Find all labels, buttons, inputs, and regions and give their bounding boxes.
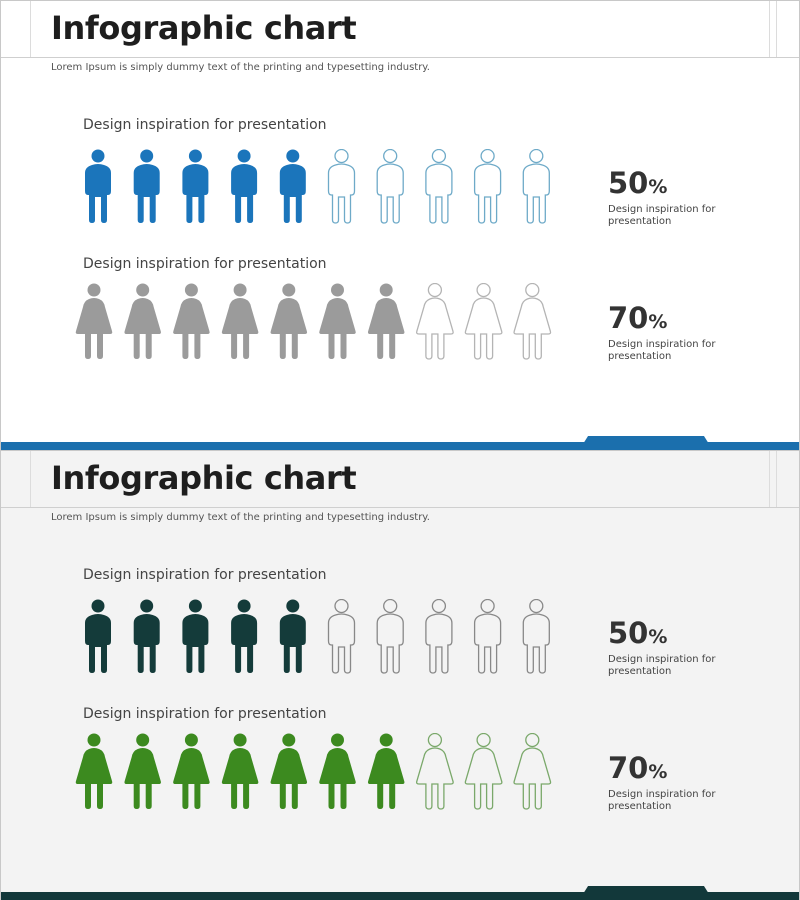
male-person-icon — [522, 599, 550, 674]
male-person-icon — [473, 599, 502, 674]
female-person-icon — [319, 283, 356, 359]
male-person-icon — [279, 149, 306, 223]
male-person-icon — [133, 599, 160, 673]
header-divider — [776, 451, 777, 507]
female-person-icon — [124, 283, 161, 359]
percent-value: 70% — [608, 754, 667, 783]
male-person-icon — [182, 599, 209, 673]
row-label: Design inspiration for presentation — [83, 706, 327, 722]
female-person-icon — [319, 733, 356, 809]
person-icon-row — [85, 149, 550, 224]
row-label: Design inspiration for presentation — [83, 256, 327, 272]
slide-subtitle: Lorem Ipsum is simply dummy text of the … — [51, 62, 430, 73]
male-person-icon — [231, 599, 258, 673]
male-person-icon — [425, 599, 453, 674]
percent-caption: Design inspiration for presentation — [608, 789, 716, 812]
slide-2: Infographic chart Lorem Ipsum is simply … — [0, 450, 800, 900]
percent-value: 50% — [608, 619, 667, 648]
female-person-icon — [173, 283, 210, 359]
footer-tab — [583, 436, 709, 444]
female-person-icon — [124, 733, 161, 809]
male-person-icon — [85, 149, 111, 223]
person-icon-row — [85, 599, 550, 674]
footer-tab — [583, 886, 709, 894]
slide-title: Infographic chart — [51, 9, 357, 47]
female-person-icon — [270, 283, 308, 359]
female-person-icon — [75, 733, 113, 809]
header-rule — [1, 57, 799, 58]
male-person-icon — [231, 149, 258, 223]
female-person-icon — [513, 283, 552, 360]
person-icon-row — [75, 733, 552, 810]
female-person-icon — [173, 733, 210, 809]
male-person-icon — [327, 149, 356, 224]
slide-title: Infographic chart — [51, 459, 357, 497]
percent-caption: Design inspiration for presentation — [608, 339, 716, 362]
female-person-icon — [221, 283, 259, 359]
female-person-icon — [367, 733, 405, 809]
female-person-icon — [464, 733, 503, 810]
male-person-icon — [133, 149, 160, 223]
header-rule — [1, 507, 799, 508]
female-person-icon — [513, 733, 552, 810]
percent-caption: Design inspiration for presentation — [608, 204, 716, 227]
male-person-icon — [327, 599, 356, 674]
male-person-icon — [425, 149, 453, 224]
male-person-icon — [279, 599, 306, 673]
slide-1: Infographic chart Lorem Ipsum is simply … — [0, 0, 800, 450]
percent-number: 70 — [608, 301, 649, 335]
female-person-icon — [270, 733, 308, 809]
percent-caption: Design inspiration for presentation — [608, 654, 716, 677]
female-person-icon — [221, 733, 259, 809]
header-divider — [769, 1, 770, 57]
footer-band — [1, 892, 799, 900]
female-person-icon — [75, 283, 113, 359]
header-divider — [30, 1, 31, 57]
percent-number: 50 — [608, 166, 649, 200]
row-label: Design inspiration for presentation — [83, 117, 327, 133]
male-person-icon — [376, 149, 404, 224]
female-person-icon — [367, 283, 405, 359]
header-divider — [776, 1, 777, 57]
percent-sign: % — [648, 176, 668, 198]
male-person-icon — [473, 149, 502, 224]
female-person-icon — [416, 733, 454, 810]
slide-subtitle: Lorem Ipsum is simply dummy text of the … — [51, 512, 430, 523]
male-person-icon — [522, 149, 550, 224]
person-icon-row — [75, 283, 552, 360]
footer-band — [1, 442, 799, 450]
percent-sign: % — [648, 626, 668, 648]
percent-value: 50% — [608, 169, 667, 198]
female-person-icon — [416, 283, 454, 360]
percent-sign: % — [648, 311, 668, 333]
row-label: Design inspiration for presentation — [83, 567, 327, 583]
female-person-icon — [464, 283, 503, 360]
header-divider — [769, 451, 770, 507]
percent-sign: % — [648, 761, 668, 783]
percent-number: 70 — [608, 751, 649, 785]
male-person-icon — [376, 599, 404, 674]
percent-value: 70% — [608, 304, 667, 333]
male-person-icon — [182, 149, 209, 223]
header-divider — [30, 451, 31, 507]
percent-number: 50 — [608, 616, 649, 650]
male-person-icon — [85, 599, 111, 673]
